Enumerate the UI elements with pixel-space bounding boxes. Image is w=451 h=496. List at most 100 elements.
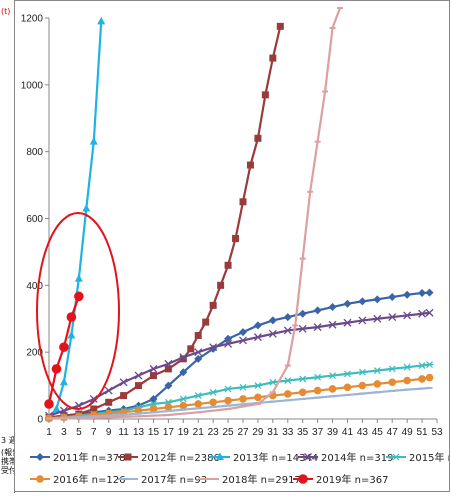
legend-item: 2013年 n=14344 (210, 451, 318, 464)
series-line (48, 26, 282, 419)
legend-item: 2018年 n=2917 (199, 473, 301, 486)
y-tick-label: 1000 (21, 80, 44, 91)
data-point (194, 392, 203, 400)
strip-fragment: 3 週 (1, 436, 14, 445)
data-point (149, 372, 157, 380)
data-point (313, 323, 322, 332)
legend-label: 2012年 n=2386 (141, 451, 220, 464)
x-tick-label: 45 (372, 427, 384, 438)
data-point (304, 453, 312, 461)
legend-item: 2012年 n=2386 (118, 451, 220, 464)
data-point (104, 386, 113, 395)
data-point (418, 309, 427, 318)
data-point (328, 320, 337, 329)
x-tick-label: 41 (342, 427, 354, 438)
data-point (343, 299, 352, 308)
data-point (232, 235, 240, 243)
data-point (403, 311, 412, 320)
data-point (134, 371, 143, 380)
strip-fragment: (報告 (1, 448, 14, 457)
data-point (358, 297, 367, 306)
x-tick-label: 25 (223, 427, 235, 438)
data-point (202, 318, 210, 326)
data-point (276, 22, 284, 30)
legend-label: 2011年 n=378 (53, 451, 125, 464)
series-2011年 n=378 (45, 288, 434, 422)
data-point (313, 386, 322, 395)
data-point (425, 288, 434, 297)
data-point (283, 377, 292, 384)
data-point (224, 396, 232, 405)
x-tick-label: 31 (267, 427, 279, 438)
series-2019年 n=367 (44, 291, 84, 409)
data-point (343, 370, 352, 378)
data-point (179, 395, 188, 403)
legend-item: 2017年 n=93 (118, 473, 207, 486)
x-tick-label: 13 (133, 427, 145, 438)
data-point (194, 354, 203, 363)
data-point (373, 295, 382, 304)
data-point (403, 363, 412, 371)
legend-item: 2014年 n=319 (298, 451, 393, 464)
y-tick-label: 600 (26, 214, 43, 225)
highlight-ellipse (36, 212, 120, 410)
legend-label: 2018年 n=2917 (222, 473, 301, 486)
data-point (343, 383, 352, 392)
legend-item: 2019年 n=367 (293, 473, 388, 486)
y-tick-label: 1200 (21, 14, 44, 25)
data-point (268, 329, 277, 338)
data-point (283, 390, 292, 398)
data-point (36, 453, 44, 461)
data-point (44, 399, 54, 409)
data-point (179, 401, 188, 410)
data-point (51, 364, 62, 374)
chart-frame: 0 200 400 600 800 1000 1200 1 3 5 7 9 11 13 15 17 19 21 23… (14, 0, 451, 492)
series-2018年 n=2917 (46, 6, 343, 420)
data-point (253, 333, 262, 342)
data-point (67, 330, 76, 339)
data-point (179, 353, 188, 362)
data-point (135, 382, 143, 390)
data-point (179, 368, 188, 377)
strip-fragment: 受付 (1, 466, 14, 475)
data-point (239, 383, 247, 391)
data-point (149, 405, 158, 413)
data-point (358, 368, 367, 376)
legend-label: 2013年 n=14344 (233, 451, 318, 464)
x-tick-label: 1 (46, 427, 52, 438)
x-tick-label: 29 (252, 427, 264, 438)
annotation-layer (36, 212, 120, 410)
data-point (216, 452, 224, 460)
x-tick-label: 17 (163, 427, 175, 438)
data-point (74, 274, 83, 282)
data-point (392, 453, 400, 461)
data-point (358, 381, 367, 390)
data-point (149, 394, 158, 403)
data-point (239, 336, 247, 345)
data-point (425, 373, 434, 382)
data-point (373, 367, 382, 374)
data-point (298, 474, 308, 484)
data-point (298, 324, 307, 333)
x-tick-label: 39 (327, 427, 339, 438)
legend-label: 2017年 n=93 (141, 473, 207, 486)
data-point (224, 339, 233, 348)
data-point (358, 316, 367, 325)
data-point (328, 385, 337, 393)
x-tick-label: 47 (387, 427, 399, 438)
x-tick-label: 7 (91, 427, 97, 438)
strip-fragment: 携帯 (1, 457, 14, 466)
series-2016年 n=126 (45, 373, 434, 423)
data-point (179, 355, 187, 363)
data-point (89, 394, 98, 403)
x-tick-label: 33 (282, 427, 294, 438)
strip-fragment: (t) (1, 7, 11, 16)
data-point (224, 385, 233, 393)
data-point (217, 281, 225, 289)
data-point (194, 348, 203, 357)
data-point (313, 373, 322, 381)
data-point (119, 378, 128, 387)
x-tick-label: 27 (237, 427, 249, 438)
